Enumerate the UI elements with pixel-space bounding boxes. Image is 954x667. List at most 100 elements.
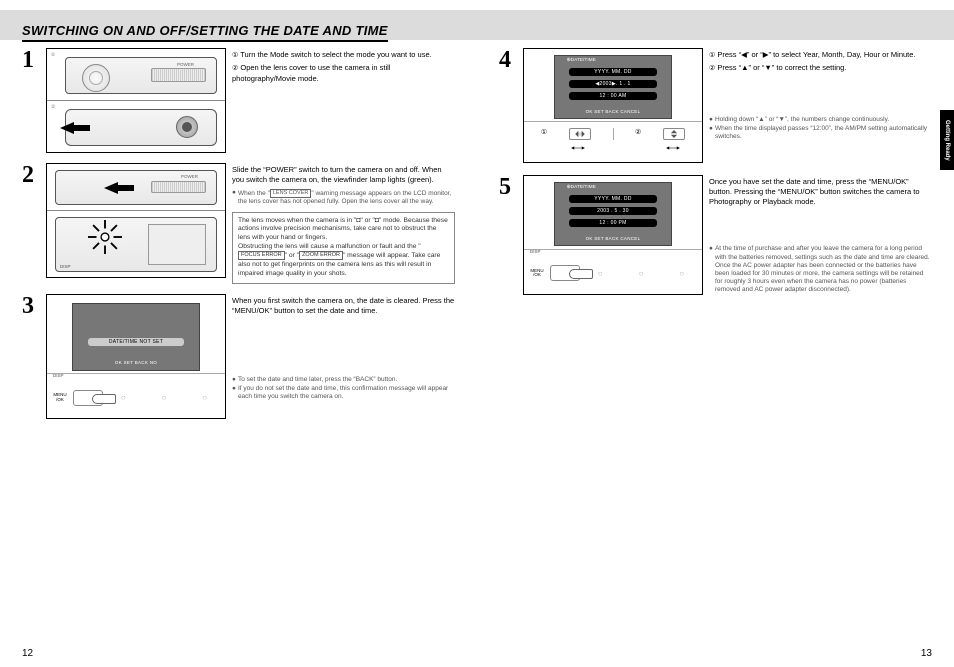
dot-icon: ○	[639, 269, 644, 278]
step-3-note-2: If you do not set the date and time, thi…	[238, 385, 455, 401]
step-1: 1 ① POWER ②	[22, 48, 455, 153]
side-tab: Getting Ready	[940, 110, 954, 170]
menu-ok-button-icon	[73, 390, 103, 406]
circled-1-icon: ①	[541, 128, 547, 140]
power-label: POWER	[177, 62, 194, 67]
menu-ok-label-5: MENU/OK	[524, 269, 550, 278]
step-4-figure: ⊕DATE/TIME YYYY. MM. DD ◀2003▶. 1 . 1 12…	[523, 48, 703, 163]
finger-press-icon	[569, 269, 593, 279]
step-5-figure: ⊕DATE/TIME YYYY. MM. DD 2003 . 5 . 30 12…	[523, 175, 703, 295]
step-4-note-1: Holding down “▲” or “▼”, the numbers cha…	[715, 116, 889, 124]
step-num-1: 1	[22, 48, 40, 72]
step-4: 4 ⊕DATE/TIME YYYY. MM. DD ◀2003▶. 1 . 1 …	[499, 48, 932, 163]
header-bar: SWITCHING ON AND OFF/SETTING THE DATE AN…	[0, 10, 477, 40]
page-spread: SWITCHING ON AND OFF/SETTING THE DATE AN…	[0, 0, 954, 667]
step-2-note: ● When the "LENS COVER" warning message …	[232, 189, 455, 206]
step-3-line-1: When you first switch the camera on, the…	[232, 296, 455, 316]
dot-icon: ○	[162, 393, 167, 402]
mode-switch-icon	[151, 68, 206, 82]
step-4-line-1: Press “◀” or “▶” to select Year, Month, …	[717, 50, 915, 59]
lcd5-line-1: YYYY. MM. DD	[569, 195, 657, 203]
header-bar-right	[477, 10, 954, 40]
dot-icon: ○	[679, 269, 684, 278]
step-1-line-2: Open the lens cover to use the camera in…	[232, 63, 390, 82]
step-num-4: 4	[499, 48, 517, 72]
page-number-right: 13	[921, 648, 932, 659]
lens-cover-label: LENS COVER	[270, 189, 311, 198]
step-1-text: ① Turn the Mode switch to select the mod…	[232, 48, 455, 87]
step-2-note-1: When the "LENS COVER" warning message ap…	[238, 189, 455, 206]
step-3-text: When you first switch the camera on, the…	[232, 294, 455, 403]
dot-icon: ○	[598, 269, 603, 278]
lcd-screen: DATE/TIME NOT SET OK SET BACK NO	[72, 303, 200, 371]
step-5-text: Once you have set the date and time, pre…	[709, 175, 932, 295]
lens-icon	[176, 116, 198, 138]
horiz-arrows-icon	[567, 142, 589, 154]
lcd4-line-1: YYYY. MM. DD	[569, 68, 657, 76]
menu-ok-label: MENU/OK	[47, 393, 73, 402]
step-num-2: 2	[22, 163, 40, 187]
step-5-notes: ●At the time of purchase and after you l…	[709, 245, 932, 294]
lamp-burst-icon	[96, 228, 114, 246]
step-5-line-1: Once you have set the date and time, pre…	[709, 177, 932, 207]
step-num-5: 5	[499, 175, 517, 199]
zoom-error-label: ZOOM ERROR	[299, 251, 343, 260]
lcd5-line-4: OK SET BACK CANCEL	[569, 235, 657, 242]
page-right: 4 ⊕DATE/TIME YYYY. MM. DD ◀2003▶. 1 . 1 …	[477, 0, 954, 667]
finger-press-icon	[92, 394, 116, 404]
up-down-dial-icon	[663, 128, 685, 140]
disp-label: DISP	[60, 264, 71, 269]
left-right-dial-icon	[569, 128, 591, 140]
note-bullet-icon: ●	[709, 125, 713, 141]
vert-arrows-icon	[662, 142, 684, 154]
step-4-line-2: Press “▲” or “▼” to correct the setting.	[717, 63, 846, 72]
page-left: SWITCHING ON AND OFF/SETTING THE DATE AN…	[0, 0, 477, 667]
step-2-figure: POWER	[46, 163, 226, 278]
circled-2-icon: ②	[232, 64, 238, 73]
step-3: 3 DATE/TIME NOT SET OK SET BACK NO DISP …	[22, 294, 455, 419]
step-1-figure: ① POWER ②	[46, 48, 226, 153]
step-5-note-1: At the time of purchase and after you le…	[715, 245, 932, 294]
step-2: 2 POWER	[22, 163, 455, 284]
circled-1-icon: ①	[232, 51, 238, 60]
lcd4-line-2: ◀2003▶. 1 . 1	[569, 80, 657, 88]
lcd5-line-2: 2003 . 5 . 30	[569, 207, 657, 215]
circled-2-icon: ②	[709, 64, 715, 73]
circled-1-icon: ①	[709, 51, 715, 60]
note-bullet-icon: ●	[232, 385, 236, 401]
step-2-text: Slide the “POWER” switch to turn the cam…	[232, 163, 455, 284]
lcd5-title: DATE/TIME	[571, 185, 596, 190]
power-switch-icon	[151, 181, 206, 193]
lcd-line-2: OK SET BACK NO	[83, 359, 189, 366]
step-3-notes: ●To set the date and time later, press t…	[232, 376, 455, 401]
step-num-3: 3	[22, 294, 40, 318]
circled-2-icon: ②	[635, 128, 641, 140]
lcd4-title: DATE/TIME	[571, 58, 596, 63]
dot-icon: ○	[121, 393, 126, 402]
note-bullet-icon: ●	[232, 189, 236, 206]
step-2-warn-box: The lens moves when the camera is in "◘"…	[232, 212, 455, 284]
focus-error-label: FOCUS ERROR	[238, 251, 285, 260]
step-1-line-1: Turn the Mode switch to select the mode …	[240, 50, 432, 59]
step-5: 5 ⊕DATE/TIME YYYY. MM. DD 2003 . 5 . 30 …	[499, 175, 932, 295]
arrow-left-icon	[60, 122, 74, 134]
page-title: SWITCHING ON AND OFF/SETTING THE DATE AN…	[22, 23, 388, 42]
power-label-2: POWER	[181, 174, 198, 179]
circled-1-icon: ①	[51, 52, 55, 58]
dot-icon: ○	[202, 393, 207, 402]
menu-ok-button-icon-5	[550, 265, 580, 281]
lcd-off-icon	[148, 224, 206, 265]
note-bullet-icon: ●	[232, 376, 236, 384]
arrow-left-icon	[104, 182, 118, 194]
lcd-line-1: DATE/TIME NOT SET	[88, 338, 184, 346]
lcd4-line-4: OK SET BACK CANCEL	[569, 108, 657, 115]
step-3-note-1: To set the date and time later, press th…	[238, 376, 397, 384]
lcd-screen-5: ⊕DATE/TIME YYYY. MM. DD 2003 . 5 . 30 12…	[554, 182, 672, 246]
circled-2-icon: ②	[51, 104, 55, 110]
lcd-screen-4: ⊕DATE/TIME YYYY. MM. DD ◀2003▶. 1 . 1 12…	[554, 55, 672, 119]
step-4-notes: ●Holding down “▲” or “▼”, the numbers ch…	[709, 116, 932, 141]
step-4-note-2: When the time displayed passes “12:00”, …	[715, 125, 932, 141]
step-3-figure: DATE/TIME NOT SET OK SET BACK NO DISP ME…	[46, 294, 226, 419]
step-2-line-1: Slide the “POWER” switch to turn the cam…	[232, 165, 455, 185]
note-bullet-icon: ●	[709, 116, 713, 124]
